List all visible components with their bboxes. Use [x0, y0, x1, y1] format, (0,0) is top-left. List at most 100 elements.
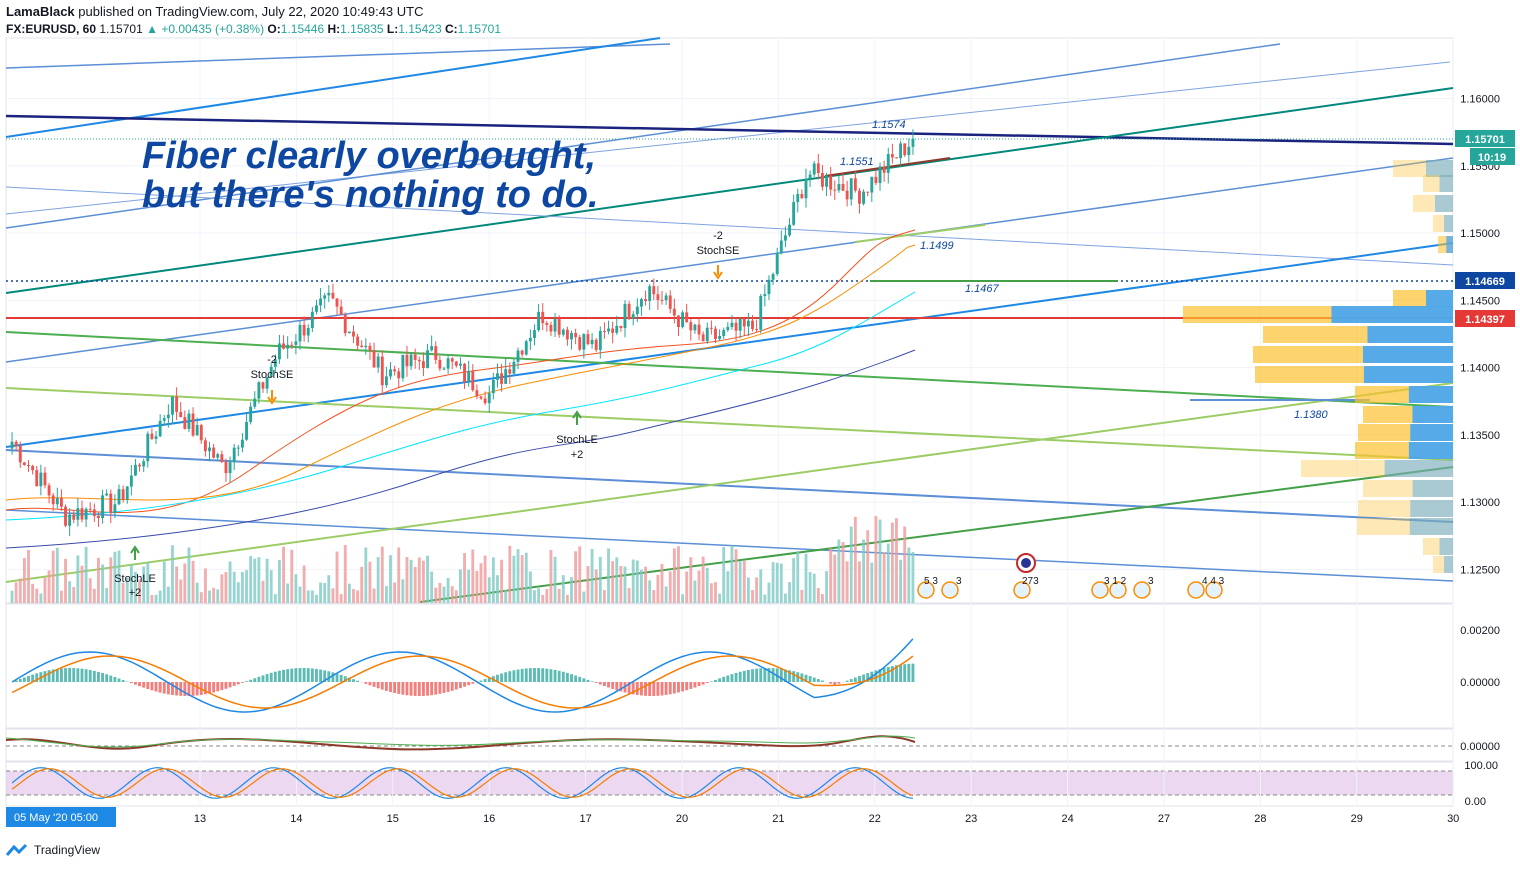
volume-bar — [356, 590, 360, 603]
candle-body — [364, 345, 368, 348]
us-flag-icon[interactable] — [941, 581, 959, 599]
candle-body — [582, 334, 586, 350]
macd-histogram-bar — [557, 670, 561, 682]
volume-bar — [76, 555, 80, 603]
eu-flag-inner-icon — [1021, 558, 1031, 568]
volume-bar — [339, 594, 343, 603]
time-axis[interactable]: 13 14 15 16 17 20 21 22 23 24 27 28 29 30 — [194, 813, 1459, 825]
volume-bar — [907, 547, 911, 603]
volume-bar — [146, 561, 150, 603]
candle-body — [767, 279, 771, 295]
us-flag-icon[interactable] — [917, 581, 935, 599]
us-flag-icon[interactable] — [1013, 581, 1031, 599]
candle-body — [265, 377, 269, 389]
profile-bar-up — [1433, 556, 1453, 573]
macd-histogram-bar — [220, 682, 224, 691]
price-tick: 1.15000 — [1460, 228, 1500, 240]
volume-bar — [236, 582, 240, 603]
volume-bar — [376, 557, 380, 603]
macd-pane[interactable] — [5, 603, 1454, 729]
candle-body — [220, 454, 224, 463]
volume-bar — [220, 574, 224, 603]
us-flag-icon[interactable] — [1109, 581, 1127, 599]
candle-body — [586, 334, 590, 345]
volume-bar — [586, 566, 590, 603]
us-flag-icon[interactable] — [1205, 581, 1223, 599]
eu-flag-icon[interactable] — [1091, 581, 1109, 599]
volume-bar — [845, 561, 849, 603]
oscillator-pane[interactable] — [5, 728, 1454, 762]
macd-histogram-bar — [734, 672, 738, 682]
macd-histogram-bar — [380, 682, 384, 690]
price-axis[interactable]: 1.160001.155001.150001.145001.140001.135… — [1460, 94, 1500, 577]
volume-bar — [709, 583, 713, 603]
macd-histogram-bar — [150, 682, 154, 691]
macd-histogram-bar — [722, 676, 726, 682]
osc-tick: 0.00000 — [1460, 741, 1500, 753]
volume-bar — [722, 546, 726, 603]
volume-bar — [282, 546, 285, 603]
profile-bar-down — [1409, 518, 1453, 535]
volume-bar — [426, 555, 429, 603]
signal-3-arrow — [572, 410, 582, 425]
candle-body — [483, 398, 487, 404]
level-label-1551: 1.1551 — [840, 156, 874, 168]
candle-body — [557, 319, 561, 335]
volume-bar — [779, 563, 783, 603]
volume-bar — [129, 564, 133, 603]
candle-body — [166, 414, 170, 419]
volume-bar — [212, 587, 216, 603]
macd-histogram-bar — [438, 682, 442, 694]
price-tick: 1.12500 — [1460, 564, 1500, 576]
candle-body — [640, 299, 643, 307]
volume-bar — [512, 555, 516, 603]
candle-body — [491, 379, 495, 394]
candle-body — [524, 341, 528, 355]
economic-events[interactable]: 5 3 3 273 3 1 2 3 4 4 3 — [917, 553, 1225, 599]
macd-histogram-bar — [459, 682, 462, 689]
macd-tick: 0.00200 — [1460, 625, 1500, 637]
macd-histogram-bar — [368, 682, 372, 686]
candle-body — [401, 354, 405, 379]
macd-histogram-bar — [565, 672, 569, 682]
candle-body — [512, 361, 516, 374]
macd-histogram-bar — [384, 682, 388, 691]
us-flag-icon[interactable] — [1133, 581, 1151, 599]
candle-body — [627, 303, 631, 319]
tag-last — [1455, 130, 1515, 147]
macd-histogram-bar — [524, 668, 528, 682]
candle-body — [623, 303, 627, 329]
volume-bar — [549, 549, 553, 603]
candle-body — [417, 359, 421, 362]
candle-body — [804, 178, 808, 199]
volume-bar — [389, 555, 392, 603]
macd-histogram-bar — [117, 678, 121, 682]
event-label: 5 3 — [924, 576, 938, 587]
profile-bar-down — [1439, 538, 1453, 555]
volume-bar — [660, 563, 664, 603]
volume-bar — [475, 570, 479, 603]
eu-flag-icon[interactable] — [1187, 581, 1205, 599]
candle-body — [652, 286, 656, 295]
macd-histogram-bar — [545, 668, 549, 682]
volume-bar — [59, 590, 63, 603]
profile-bar-down — [1444, 556, 1453, 573]
macd-histogram-bar — [286, 669, 290, 682]
candle-body — [697, 324, 701, 335]
candle-body — [347, 331, 351, 334]
volume-bar — [751, 589, 754, 603]
macd-histogram-bar — [183, 682, 187, 696]
candle-body — [253, 398, 257, 407]
volume-bar — [397, 547, 401, 603]
volume-bar — [273, 594, 277, 603]
macd-histogram-bar — [689, 682, 693, 689]
macd-histogram-bar — [837, 682, 841, 684]
volume-bar — [903, 526, 907, 603]
macd-histogram-bar — [298, 668, 302, 682]
macd-histogram-bar — [660, 682, 664, 696]
candle-body — [459, 363, 462, 366]
candle-body — [257, 382, 261, 399]
stoch-tick: 0.00 — [1465, 796, 1486, 808]
event-label: 273 — [1022, 576, 1039, 587]
